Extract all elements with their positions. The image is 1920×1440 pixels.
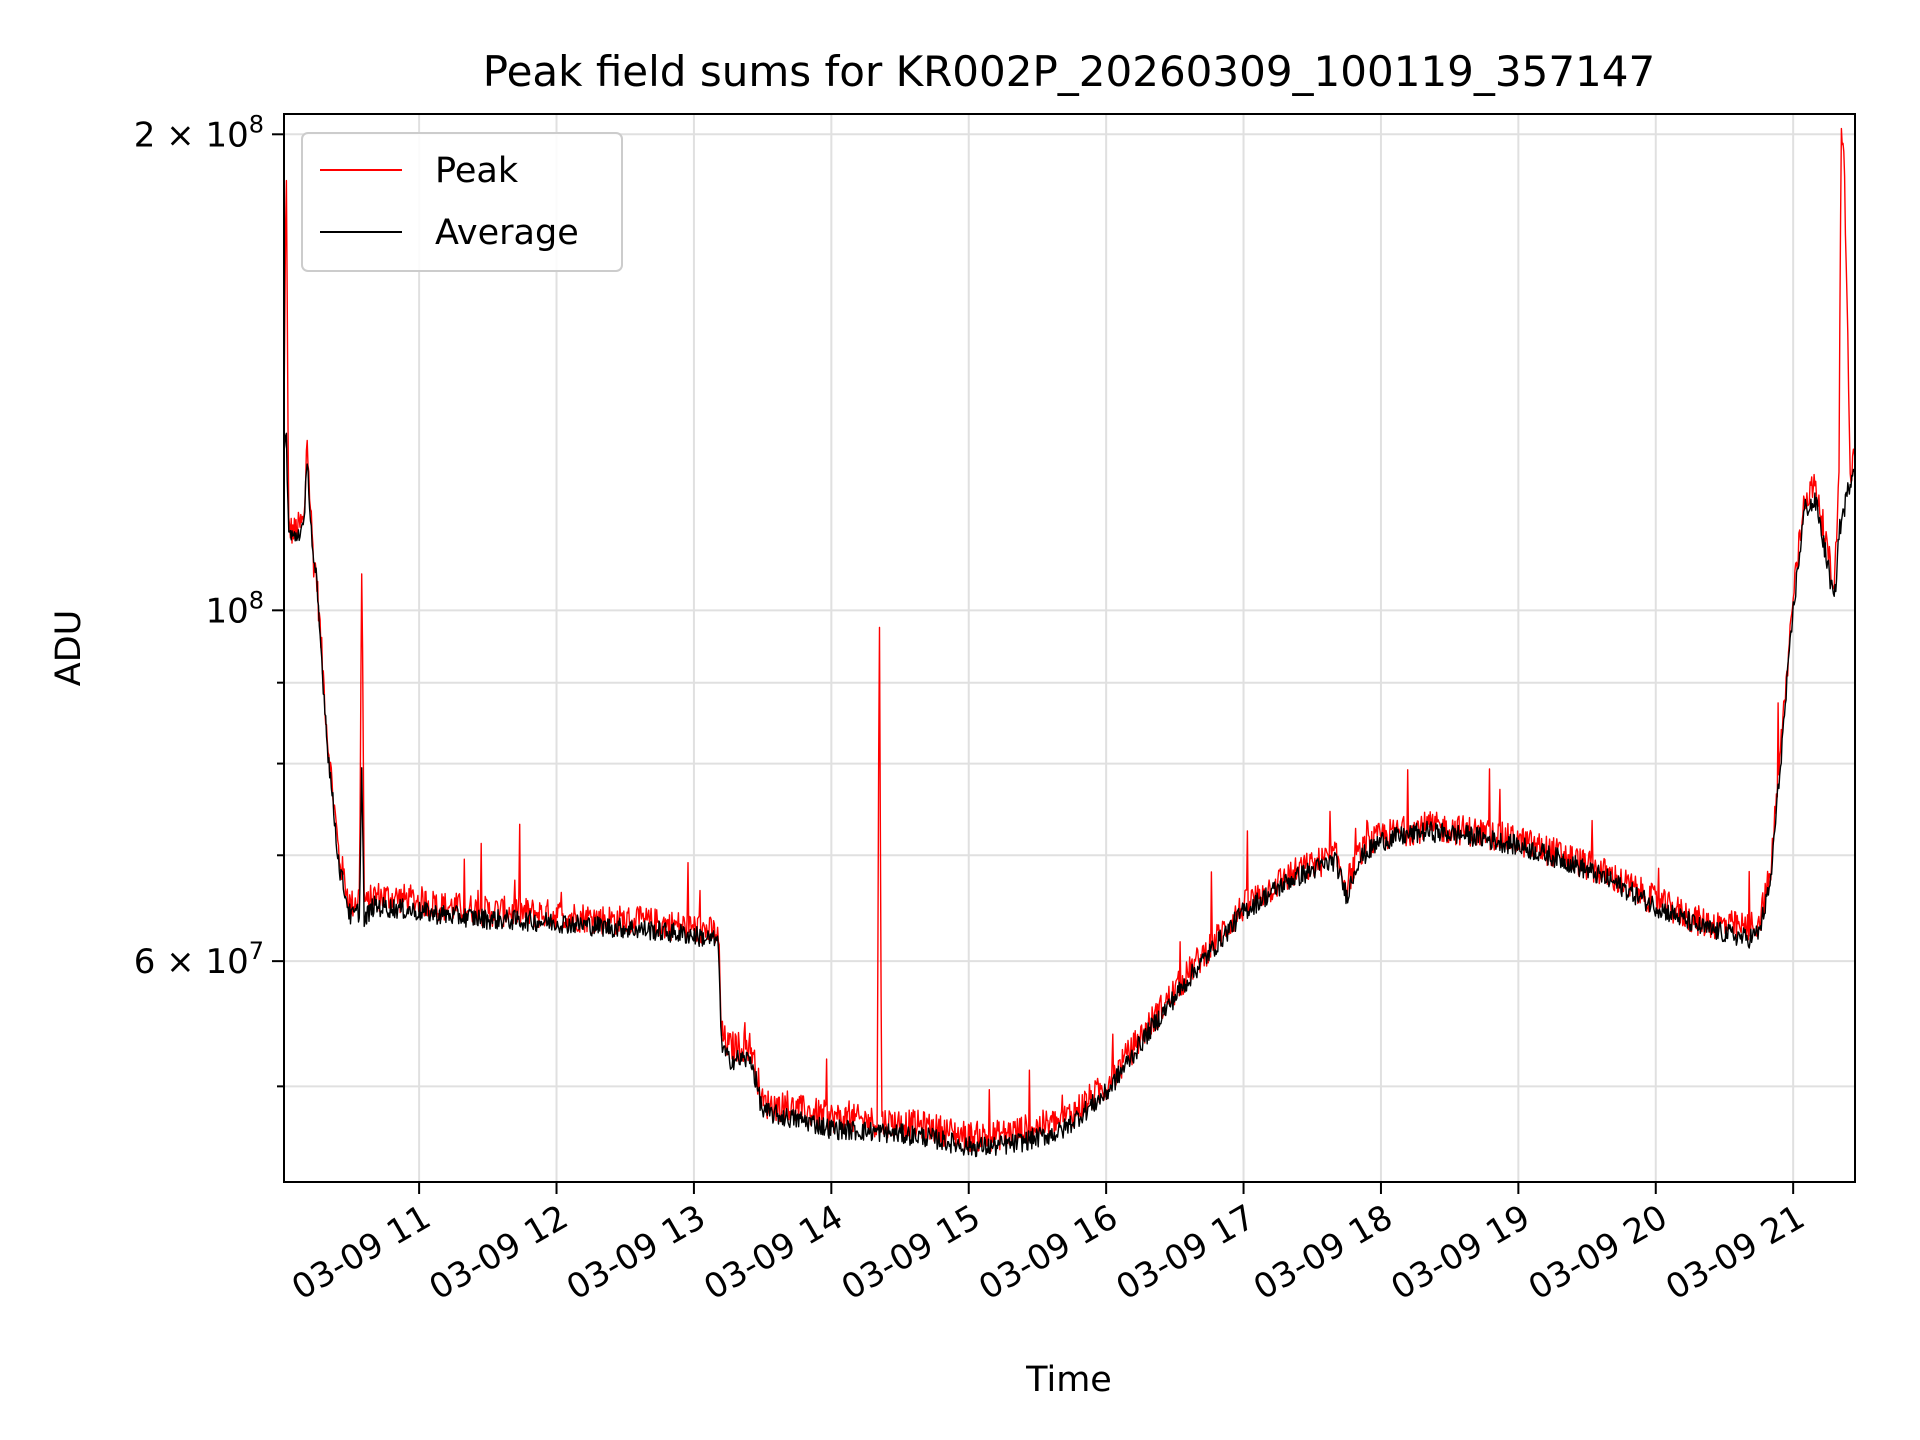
chart-title: Peak field sums for KR002P_20260309_1001… <box>483 47 1655 96</box>
series-average-line <box>283 432 1856 1158</box>
legend-box <box>301 132 623 272</box>
x-axis-title: Time <box>1025 1360 1112 1400</box>
legend-average-label: Average <box>435 213 579 253</box>
series-average <box>283 432 1856 1158</box>
y-tick-label: 2 × 108 <box>134 110 264 155</box>
y-axis-title: ADU <box>49 610 89 687</box>
legend-peak-label: Peak <box>435 151 519 191</box>
y-tick-label: 6 × 107 <box>134 937 264 982</box>
plot-frame <box>283 113 1856 1183</box>
legend: Peak Average <box>301 132 623 272</box>
